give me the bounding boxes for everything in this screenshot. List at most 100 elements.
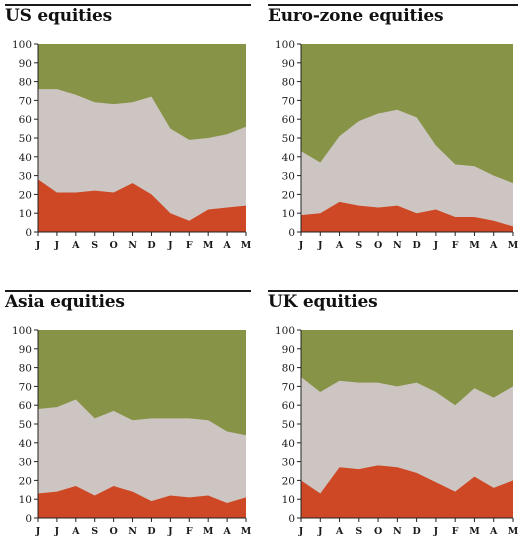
y-tick-label: 20: [19, 189, 32, 201]
x-tick-label: J: [54, 240, 60, 251]
y-tick-label: 10: [282, 208, 295, 220]
y-tick-label: 20: [282, 475, 295, 487]
x-tick-label: N: [128, 240, 137, 251]
y-tick-label: 10: [282, 494, 295, 506]
y-tick-label: 60: [282, 114, 295, 126]
x-tick-label: J: [298, 240, 304, 251]
x-tick-label: F: [186, 526, 193, 537]
chart-panel-asia: Asia equities 0 10 20 30 40 50 60 70 80 90 100 J J A S…: [5, 290, 252, 550]
chart-panel-uk: UK equities 0 10 20 30 40 50 60 70 80 90 100 J J A S O N…: [268, 290, 519, 550]
x-tick-label: J: [35, 240, 41, 251]
area-middle: [38, 399, 246, 518]
x-tick-label: M: [241, 526, 252, 537]
x-tick-label: N: [393, 526, 402, 537]
y-tick-label: 40: [282, 438, 295, 450]
x-tick-label: A: [71, 526, 80, 537]
x-tick-label: J: [433, 240, 439, 251]
y-tick-label: 80: [19, 77, 32, 89]
y-tick-label: 80: [282, 363, 295, 375]
chart-title: Asia equities: [5, 292, 125, 312]
area-bottom: [38, 486, 246, 518]
panel-top-rule: [5, 290, 251, 292]
x-tick-label: A: [335, 526, 344, 537]
x-tick-label: J: [167, 240, 173, 251]
x-tick-label: S: [355, 240, 362, 251]
x-tick-label: N: [128, 526, 137, 537]
x-tick-label: O: [109, 240, 117, 251]
x-tick-label: J: [54, 526, 60, 537]
x-tick-label: D: [413, 240, 421, 251]
y-tick-label: 20: [19, 475, 32, 487]
x-tick-label: D: [147, 526, 155, 537]
panel-top-rule: [5, 4, 251, 6]
y-tick-label: 60: [19, 114, 32, 126]
y-tick-label: 50: [282, 419, 295, 431]
y-tick-label: 0: [25, 227, 32, 239]
x-tick-label: S: [91, 526, 98, 537]
y-tick-label: 40: [19, 152, 32, 164]
y-tick-label: 10: [19, 208, 32, 220]
chart-panel-us: US equities 0 10 20 30 40 50 60 70 80 90 100 J J A S O N…: [5, 4, 252, 274]
area-bottom: [301, 201, 513, 232]
y-tick-label: 80: [19, 363, 32, 375]
x-tick-label: O: [374, 240, 382, 251]
y-tick-label: 10: [19, 494, 32, 506]
x-tick-label: F: [186, 240, 193, 251]
y-tick-label: 70: [19, 381, 32, 393]
y-tick-label: 100: [12, 325, 32, 337]
x-tick-label: A: [489, 240, 498, 251]
y-tick-label: 60: [19, 400, 32, 412]
y-tick-label: 60: [282, 400, 295, 412]
x-tick-label: M: [508, 526, 519, 537]
x-tick-label: O: [109, 526, 117, 537]
x-tick-label: M: [469, 240, 480, 251]
y-tick-label: 50: [19, 133, 32, 145]
x-tick-label: A: [222, 526, 231, 537]
y-tick-label: 100: [275, 325, 295, 337]
x-tick-label: A: [71, 240, 80, 251]
x-tick-label: S: [355, 526, 362, 537]
y-tick-label: 70: [282, 95, 295, 107]
y-tick-label: 50: [282, 133, 295, 145]
y-tick-label: 30: [19, 457, 32, 469]
x-tick-label: M: [241, 240, 252, 251]
x-tick-label: A: [222, 240, 231, 251]
x-tick-label: D: [147, 240, 155, 251]
x-tick-label: M: [203, 240, 214, 251]
y-tick-label: 30: [282, 171, 295, 183]
x-tick-label: M: [469, 526, 480, 537]
x-tick-label: J: [317, 240, 323, 251]
y-tick-label: 90: [19, 58, 32, 70]
y-tick-label: 70: [19, 95, 32, 107]
x-tick-label: J: [167, 526, 173, 537]
chart-title: US equities: [5, 6, 113, 26]
y-tick-label: 90: [19, 344, 32, 356]
x-tick-label: J: [35, 526, 41, 537]
x-tick-label: J: [317, 526, 323, 537]
x-tick-label: N: [393, 240, 402, 251]
y-tick-label: 80: [282, 77, 295, 89]
y-tick-label: 0: [25, 513, 32, 525]
y-tick-label: 0: [288, 513, 295, 525]
chart-panel-euro-zone: Euro-zone equities 0 10 20 30 40 50 60 70 80 90 10…: [268, 4, 519, 274]
x-tick-label: O: [374, 526, 382, 537]
x-tick-label: J: [298, 526, 304, 537]
y-tick-label: 30: [282, 457, 295, 469]
chart-title: Euro-zone equities: [268, 6, 444, 26]
y-tick-label: 70: [282, 381, 295, 393]
y-tick-label: 100: [12, 39, 32, 51]
x-tick-label: A: [335, 240, 344, 251]
area-bottom: [38, 179, 246, 232]
x-tick-label: M: [508, 240, 519, 251]
x-tick-label: F: [452, 240, 459, 251]
x-tick-label: M: [203, 526, 214, 537]
panel-top-rule: [268, 290, 518, 292]
y-tick-label: 100: [275, 39, 295, 51]
x-tick-label: S: [91, 240, 98, 251]
y-tick-label: 90: [282, 58, 295, 70]
y-tick-label: 90: [282, 344, 295, 356]
x-tick-label: A: [489, 526, 498, 537]
